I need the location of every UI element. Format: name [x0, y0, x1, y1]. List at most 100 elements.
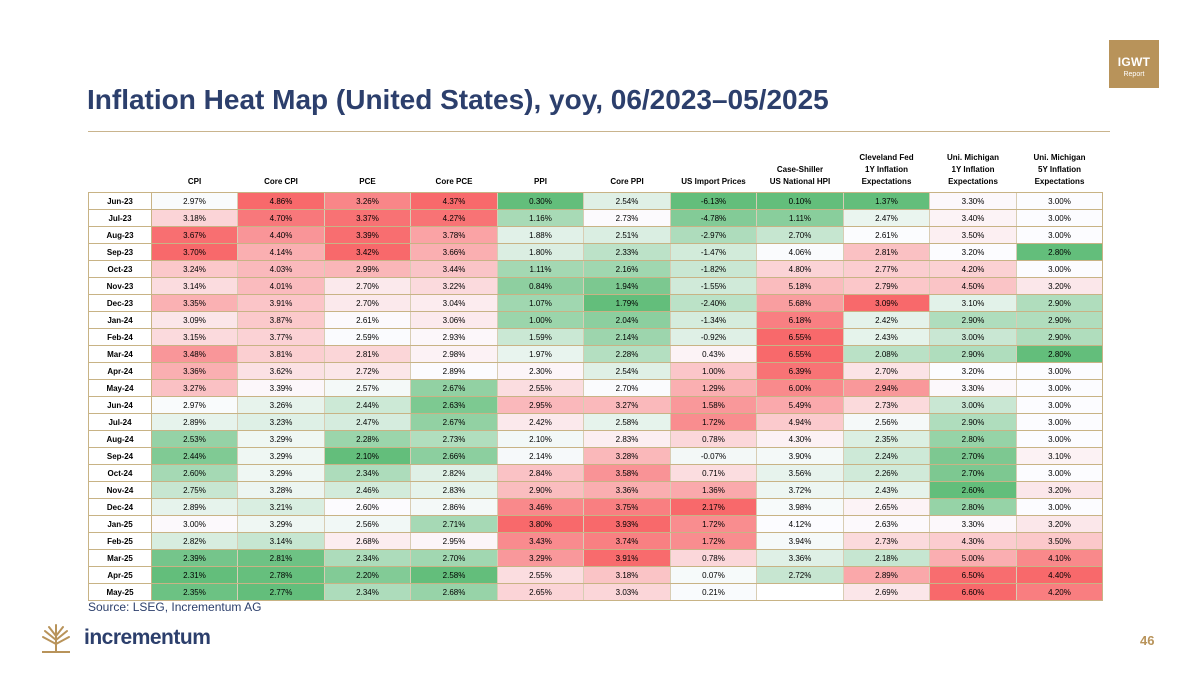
column-header-line: Uni. Michigan: [947, 153, 999, 162]
heat-cell: 3.62%: [237, 362, 325, 380]
column-header: Core PPI: [583, 152, 671, 193]
column-header-line: Expectations: [861, 177, 912, 186]
heat-cell: 2.65%: [843, 498, 930, 516]
table-row: Nov-24 2.75% 3.28% 2.46% 2.83% 2.90% 3.36% 1.36…: [88, 481, 1103, 499]
column-header-line: Core PCE: [435, 177, 473, 186]
row-label: Mar-25: [88, 549, 152, 567]
heat-cell: 0.71%: [670, 464, 757, 482]
heat-cell: 3.24%: [151, 260, 238, 278]
heat-cell: 2.35%: [843, 430, 930, 448]
heat-cell: 2.80%: [1016, 345, 1103, 363]
heat-cell: 3.00%: [1016, 498, 1103, 516]
heat-cell: 2.69%: [843, 583, 930, 601]
table-row: Sep-23 3.70% 4.14% 3.42% 3.66% 1.80% 2.33% -1.4…: [88, 243, 1103, 261]
heat-cell: 3.20%: [1016, 277, 1103, 295]
table-row: Dec-24 2.89% 3.21% 2.60% 2.86% 3.46% 3.75% 2.17…: [88, 498, 1103, 516]
heat-cell: 3.23%: [237, 413, 325, 431]
heat-cell: 0.10%: [756, 192, 844, 210]
table-row: Apr-24 3.36% 3.62% 2.72% 2.89% 2.30% 2.54% 1.00…: [88, 362, 1103, 380]
heat-cell: 2.97%: [151, 396, 238, 414]
heat-cell: 2.08%: [843, 345, 930, 363]
heat-cell: 3.29%: [237, 515, 325, 533]
heat-cell: 2.34%: [324, 583, 411, 601]
source-note: Source: LSEG, Incrementum AG: [88, 600, 262, 614]
heat-cell: 3.50%: [929, 226, 1017, 244]
heat-cell: 2.72%: [324, 362, 411, 380]
row-label: Feb-24: [88, 328, 152, 346]
heat-cell: 2.53%: [151, 430, 238, 448]
heat-cell: 3.81%: [237, 345, 325, 363]
heat-cell: 2.90%: [1016, 328, 1103, 346]
column-header: Uni. Michigan 5Y Inflation Expectations: [1016, 152, 1103, 193]
column-header-line: CPI: [187, 177, 202, 186]
heat-cell: 2.97%: [151, 192, 238, 210]
table-row: May-25 2.35% 2.77% 2.34% 2.68% 2.65% 3.03% 0.21…: [88, 583, 1103, 601]
row-label: Sep-23: [88, 243, 152, 261]
heat-cell: 2.68%: [324, 532, 411, 550]
heat-cell: 2.73%: [410, 430, 498, 448]
heat-cell: 3.00%: [1016, 192, 1103, 210]
heat-cell: 3.70%: [151, 243, 238, 261]
heat-cell: -1.82%: [670, 260, 757, 278]
heat-cell: 2.20%: [324, 566, 411, 584]
heat-cell: 1.16%: [497, 209, 584, 227]
heat-cell: 3.03%: [583, 583, 671, 601]
heat-cell: 4.70%: [237, 209, 325, 227]
heat-cell: 6.18%: [756, 311, 844, 329]
heat-cell: 2.81%: [324, 345, 411, 363]
heat-cell: 1.00%: [670, 362, 757, 380]
heat-cell: 2.35%: [151, 583, 238, 601]
badge-title: IGWT: [1117, 55, 1151, 69]
heat-cell: 2.70%: [843, 362, 930, 380]
heat-cell: 2.56%: [324, 515, 411, 533]
heat-cell: 4.27%: [410, 209, 498, 227]
heat-cell: 2.61%: [324, 311, 411, 329]
heat-cell: 3.30%: [929, 515, 1017, 533]
heat-cell: 2.26%: [843, 464, 930, 482]
heat-cell: -1.34%: [670, 311, 757, 329]
heat-cell: 0.21%: [670, 583, 757, 601]
heat-cell: 2.70%: [929, 447, 1017, 465]
heat-cell: 1.94%: [583, 277, 671, 295]
row-label: Jul-24: [88, 413, 152, 431]
table-body: Jun-23 2.97% 4.86% 3.26% 4.37% 0.30% 2.54% -6.1…: [88, 192, 1103, 601]
heat-cell: 3.20%: [1016, 481, 1103, 499]
heat-cell: 3.44%: [410, 260, 498, 278]
heat-cell: 3.00%: [1016, 396, 1103, 414]
heat-cell: 3.66%: [410, 243, 498, 261]
heat-cell: 2.82%: [410, 464, 498, 482]
heat-cell: 4.86%: [237, 192, 325, 210]
heat-cell: 3.26%: [237, 396, 325, 414]
row-label: Jan-24: [88, 311, 152, 329]
heat-cell: 3.00%: [1016, 379, 1103, 397]
heat-cell: 3.36%: [583, 481, 671, 499]
heat-cell: 3.00%: [1016, 362, 1103, 380]
heat-cell: 6.60%: [929, 583, 1017, 601]
row-label: Apr-24: [88, 362, 152, 380]
heat-cell: 2.67%: [410, 379, 498, 397]
row-label: May-24: [88, 379, 152, 397]
heat-cell: 2.34%: [324, 549, 411, 567]
table-row: Sep-24 2.44% 3.29% 2.10% 2.66% 2.14% 3.28% -0.0…: [88, 447, 1103, 465]
heat-cell: 2.10%: [497, 430, 584, 448]
row-label: Nov-23: [88, 277, 152, 295]
heat-cell: 2.30%: [497, 362, 584, 380]
heat-cell: 2.83%: [583, 430, 671, 448]
table-row: Feb-25 2.82% 3.14% 2.68% 2.95% 3.43% 3.74% 1.72…: [88, 532, 1103, 550]
heat-cell: 2.58%: [410, 566, 498, 584]
row-label: Feb-25: [88, 532, 152, 550]
heat-cell: 2.70%: [929, 464, 1017, 482]
heat-cell: 2.60%: [929, 481, 1017, 499]
heat-cell: 3.00%: [1016, 226, 1103, 244]
heat-cell: 4.40%: [1016, 566, 1103, 584]
table-row: Mar-25 2.39% 2.81% 2.34% 2.70% 3.29% 3.91% 0.78…: [88, 549, 1103, 567]
row-label: Aug-23: [88, 226, 152, 244]
heat-cell: 4.37%: [410, 192, 498, 210]
column-header-line: 5Y Inflation: [1038, 165, 1081, 174]
column-header: CPI: [151, 152, 238, 193]
heat-cell: 3.20%: [1016, 515, 1103, 533]
column-header-line: US Import Prices: [681, 177, 746, 186]
heat-cell: 3.46%: [497, 498, 584, 516]
heat-cell: 4.80%: [756, 260, 844, 278]
column-header-line: Expectations: [1034, 177, 1085, 186]
